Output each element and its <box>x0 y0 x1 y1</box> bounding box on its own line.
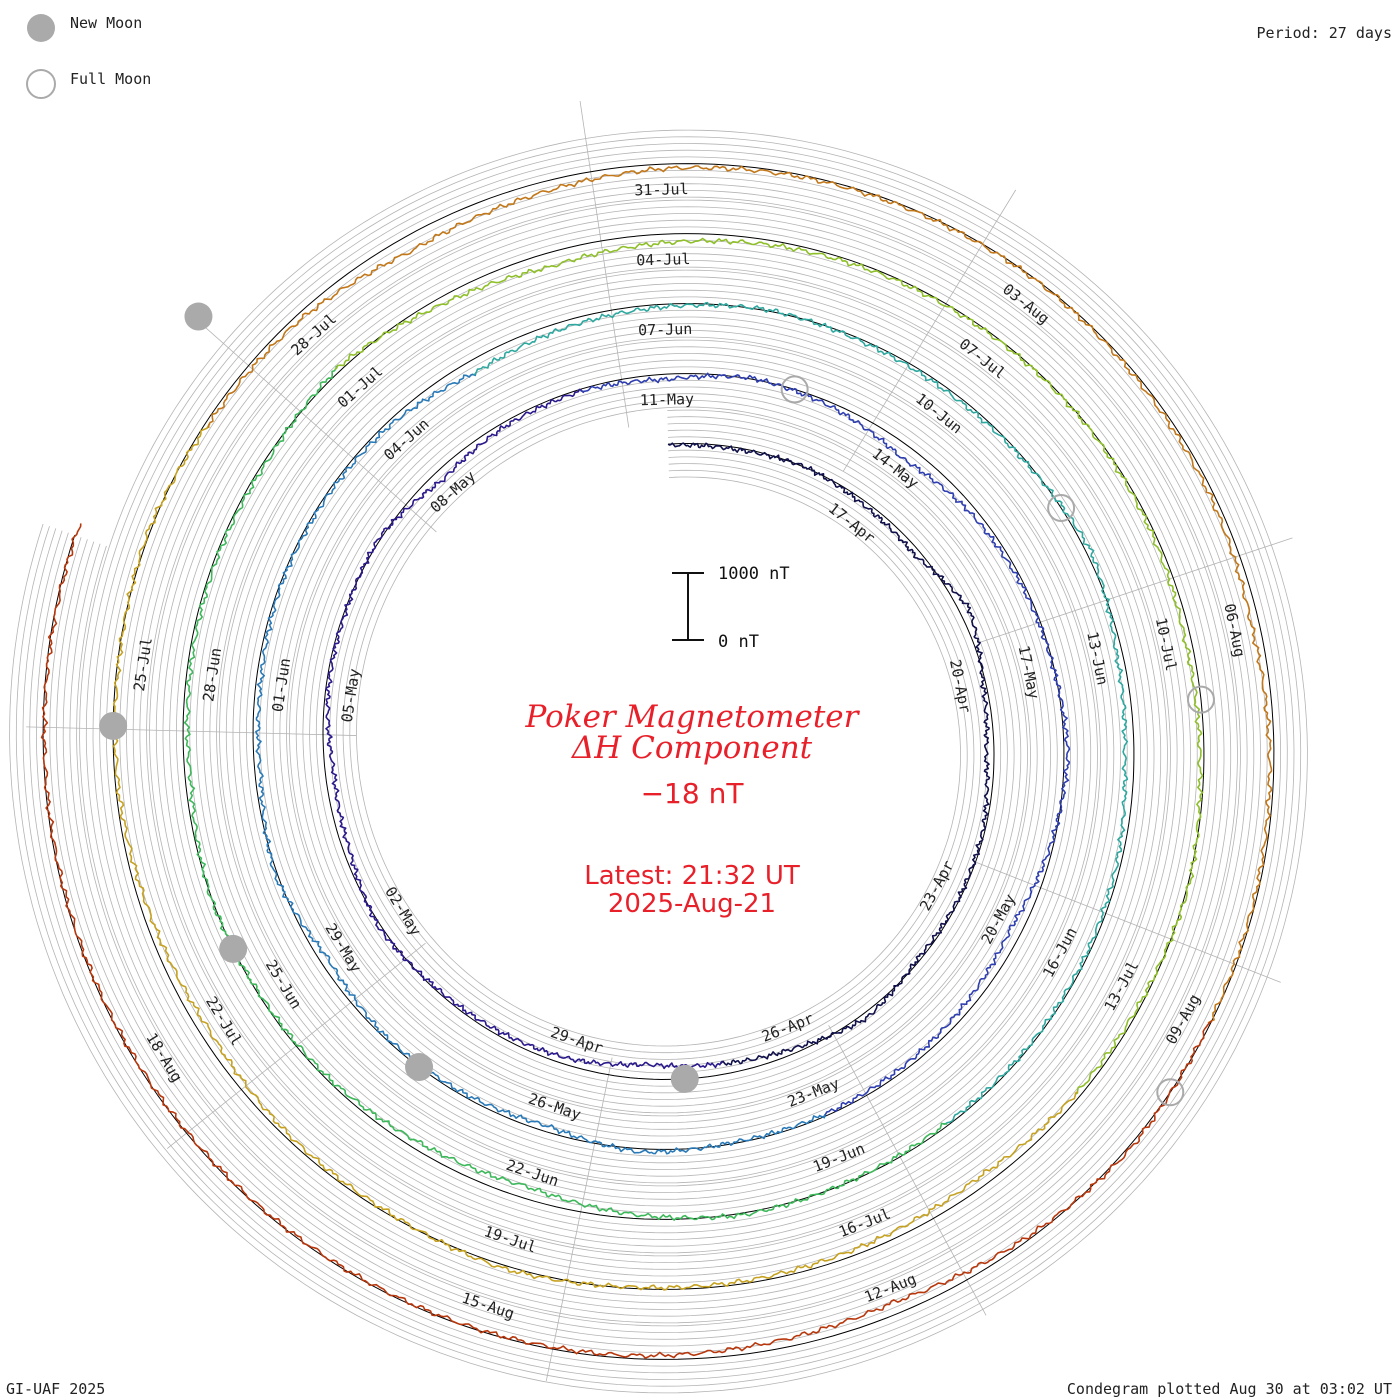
credit-label: GI-UAF 2025 <box>6 1380 105 1398</box>
grid-spiral <box>15 136 1302 1387</box>
full-moon-marker <box>1047 494 1076 523</box>
date-label: 11-May <box>640 390 695 409</box>
full-moon-marker <box>1156 1078 1185 1107</box>
date-label: 31-Jul <box>634 180 689 199</box>
grid-spiral <box>22 143 1295 1380</box>
grid-spiral <box>35 156 1282 1367</box>
full-moon-marker <box>780 375 809 404</box>
date-label: 04-Jul <box>636 250 691 269</box>
new-moon-legend-label: New Moon <box>70 14 142 32</box>
spoke-line <box>979 537 1293 643</box>
scale-bar-top-label: 1000 nT <box>718 564 790 584</box>
trace-segment <box>667 442 991 1066</box>
trace-segment <box>207 165 1273 1024</box>
full-moon-marker <box>1186 685 1215 714</box>
new-moon-marker <box>405 1053 434 1082</box>
period-label: Period: 27 days <box>1257 24 1392 42</box>
full-moon-legend-label: Full Moon <box>70 70 151 88</box>
date-label: 07-Jun <box>638 320 693 339</box>
chart-title: Poker Magnetometer <box>525 699 861 735</box>
grid-spiral <box>69 189 1248 1334</box>
spoke-line <box>842 189 1017 472</box>
scale-bar-bottom-label: 0 nT <box>718 632 759 652</box>
grid-spiral <box>29 149 1288 1374</box>
spoke-line <box>973 860 1281 983</box>
grid-spiral <box>56 176 1261 1347</box>
zero-reference-line <box>42 163 1275 1360</box>
new-moon-marker <box>99 711 128 740</box>
date-spokes <box>26 101 1293 1382</box>
current-value: −18 nT <box>641 777 745 810</box>
spoke-line <box>189 312 437 533</box>
trace-segment <box>473 301 1129 1125</box>
grid-spiral <box>62 183 1255 1340</box>
zero-reference-spiral <box>42 163 1275 1360</box>
grid-spiral <box>9 129 1308 1394</box>
latest-date: 2025-Aug-21 <box>608 889 776 919</box>
trace-segment <box>580 372 1071 1118</box>
new-moon-marker <box>219 934 248 963</box>
spoke-line <box>828 1025 987 1316</box>
new-moon-legend-icon <box>27 14 55 42</box>
plotted-label: Condegram plotted Aug 30 at 03:02 UT <box>1067 1380 1392 1398</box>
spiral-grid <box>9 129 1308 1394</box>
trace-segment <box>255 372 826 1155</box>
trace-segment <box>111 423 1079 1291</box>
trace-segment <box>183 365 948 1221</box>
trace-segment <box>334 237 1204 1096</box>
new-moon-marker <box>184 302 213 331</box>
latest-time: Latest: 21:32 UT <box>584 861 800 891</box>
new-moon-marker <box>670 1064 699 1093</box>
spoke-line <box>545 1057 613 1382</box>
scale-bar: 1000 nT 0 nT <box>672 564 790 652</box>
grid-spiral <box>76 196 1241 1327</box>
delta-h-trace <box>40 165 1273 1359</box>
full-moon-legend-icon <box>26 69 56 99</box>
chart-subtitle: ΔH Component <box>571 730 813 766</box>
spoke-line <box>579 101 630 428</box>
spoke-line <box>26 726 357 736</box>
grid-spiral <box>49 169 1268 1354</box>
trace-segment <box>325 388 723 1070</box>
trace-segment <box>40 523 1213 1359</box>
moon-markers <box>99 302 1215 1107</box>
